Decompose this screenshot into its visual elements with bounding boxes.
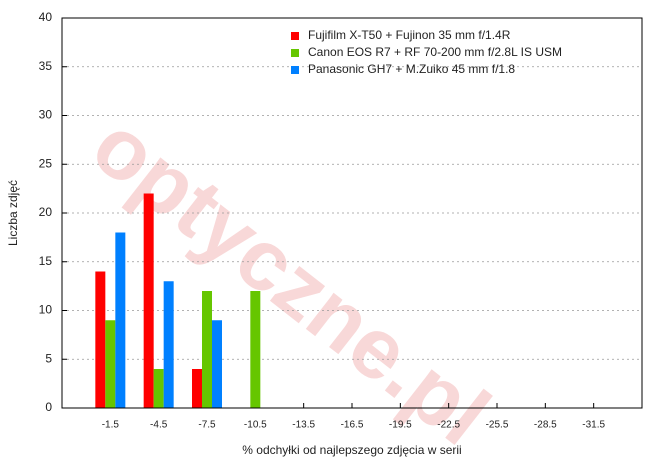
y-axis-label: Liczba zdjęć bbox=[6, 180, 20, 246]
legend-label: Canon EOS R7 + RF 70-200 mm f/2.8L IS US… bbox=[308, 45, 562, 59]
x-tick-label: -22.5 bbox=[437, 420, 460, 431]
y-tick-label: 5 bbox=[45, 351, 52, 365]
x-tick-label: -31.5 bbox=[582, 420, 605, 431]
x-tick-label: -28.5 bbox=[534, 420, 557, 431]
bar bbox=[105, 320, 116, 408]
legend-swatch bbox=[291, 66, 299, 74]
y-tick-label: 0 bbox=[45, 400, 52, 414]
x-tick-label: -10.5 bbox=[244, 420, 267, 431]
x-tick-label: -16.5 bbox=[341, 420, 364, 431]
bar bbox=[153, 369, 164, 408]
legend-swatch bbox=[291, 32, 299, 40]
bar bbox=[95, 271, 106, 408]
bar bbox=[202, 291, 212, 408]
y-tick-label: 40 bbox=[39, 10, 53, 24]
x-tick-label: -4.5 bbox=[150, 420, 168, 431]
bar bbox=[115, 232, 126, 408]
x-tick-label: -7.5 bbox=[198, 420, 216, 431]
y-tick-label: 10 bbox=[39, 303, 53, 317]
bar bbox=[192, 369, 202, 408]
y-tick-label: 25 bbox=[39, 156, 53, 170]
bar bbox=[143, 193, 154, 408]
x-tick-label: -25.5 bbox=[486, 420, 509, 431]
plot-frame bbox=[61, 17, 643, 409]
bar bbox=[212, 320, 222, 408]
y-tick-label: 20 bbox=[39, 205, 53, 219]
x-axis-label: % odchyłki od najlepszego zdjęcia w seri… bbox=[242, 443, 461, 457]
x-tick-label: -1.5 bbox=[102, 420, 120, 431]
x-tick-label: -13.5 bbox=[292, 420, 315, 431]
legend-label: Fujifilm X-T50 + Fujinon 35 mm f/1.4R bbox=[308, 28, 511, 42]
y-tick-label: 15 bbox=[39, 254, 53, 268]
x-tick-label: -19.5 bbox=[389, 420, 412, 431]
y-tick-label: 35 bbox=[39, 59, 53, 73]
y-tick-label: 30 bbox=[39, 108, 53, 122]
legend-label: Panasonic GH7 + M.Zuiko 45 mm f/1.8 bbox=[308, 62, 515, 76]
bar bbox=[163, 281, 174, 408]
legend-swatch bbox=[291, 49, 299, 57]
bar bbox=[250, 291, 261, 408]
